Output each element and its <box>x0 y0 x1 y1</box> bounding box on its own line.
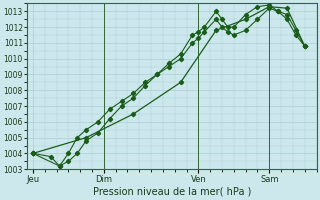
X-axis label: Pression niveau de la mer( hPa ): Pression niveau de la mer( hPa ) <box>92 187 251 197</box>
